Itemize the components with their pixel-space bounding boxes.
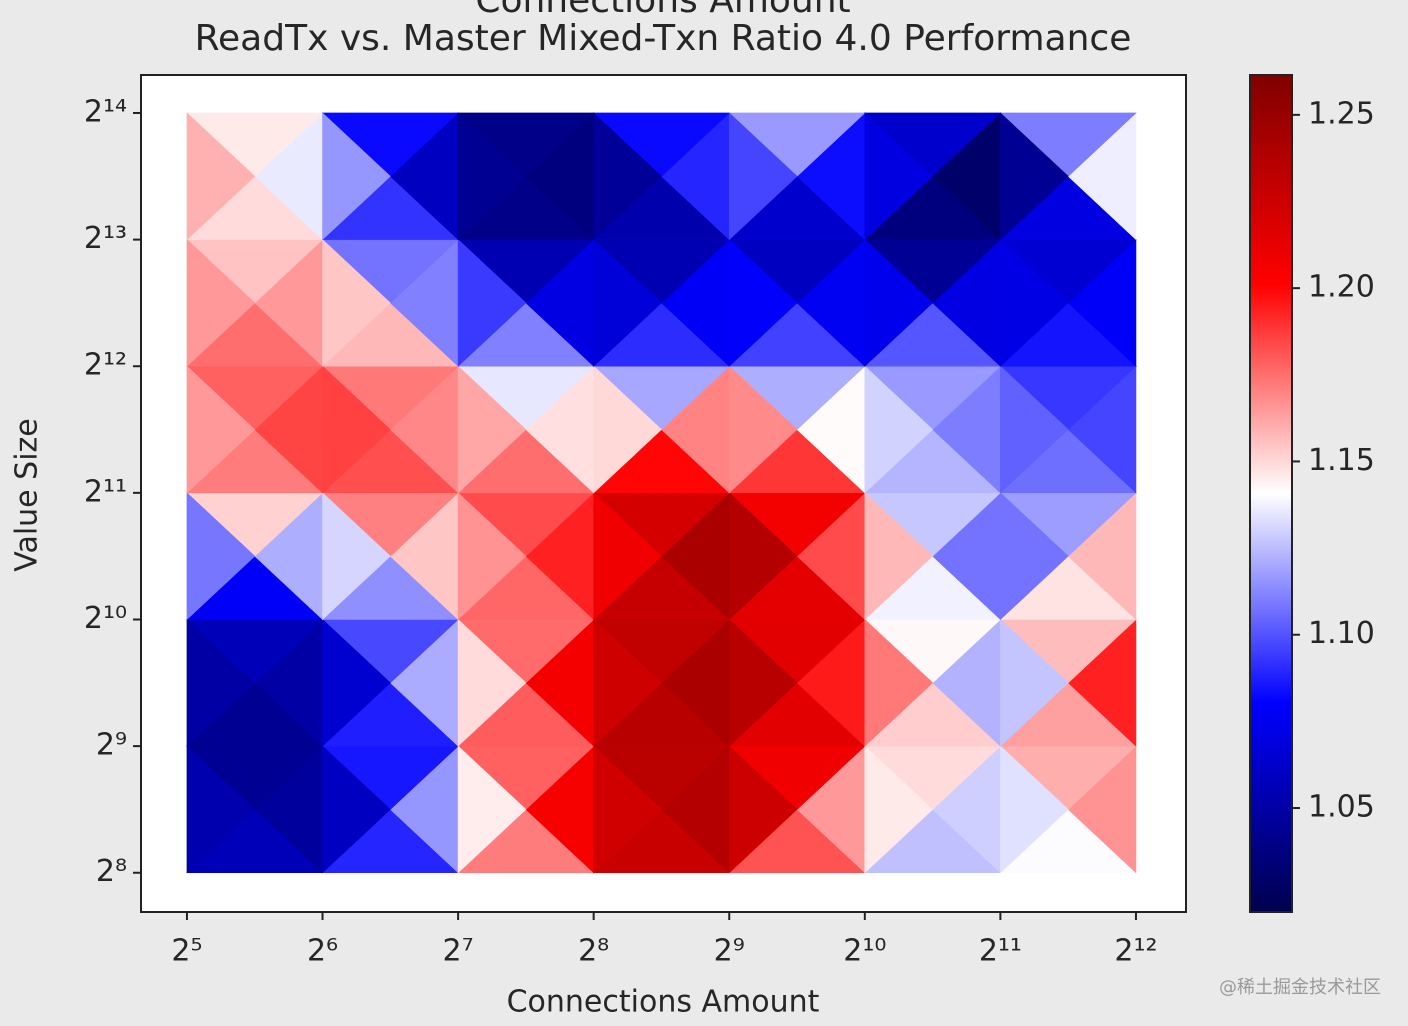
x-tick-label: 2¹² (1114, 934, 1157, 969)
mesh-triangle (728, 618, 798, 747)
y-tick-label: 2¹³ (84, 221, 127, 256)
y-tick-label: 2¹¹ (84, 474, 127, 509)
colorbar-tick-label: 1.15 (1308, 443, 1375, 478)
x-tick-label: 2⁸ (578, 934, 609, 969)
chart-title: ReadTx vs. Master Mixed-Txn Ratio 4.0 Pe… (195, 18, 1132, 59)
mesh-triangle (864, 365, 934, 494)
mesh (186, 112, 1137, 874)
mesh-triangle (864, 492, 934, 621)
x-tick-label: 2¹¹ (979, 934, 1022, 969)
mesh-triangle (864, 238, 934, 367)
mesh-triangle (322, 618, 391, 747)
mesh-triangle (864, 745, 934, 874)
mesh-triangle (186, 492, 256, 621)
colorbar (1249, 74, 1293, 913)
mesh-triangle (457, 618, 527, 747)
watermark: @稀土掘金技术社区 (1219, 977, 1381, 998)
mesh-triangle (728, 745, 798, 874)
mesh-triangle (1000, 238, 1069, 367)
x-tick-label: 2⁹ (714, 934, 745, 969)
mesh-triangle (186, 365, 256, 494)
x-tick-label: 2⁷ (443, 934, 474, 969)
mesh-triangle (186, 745, 256, 874)
y-tick-label: 2¹⁰ (84, 601, 127, 636)
mesh-triangle (322, 112, 391, 241)
mesh-triangle (593, 745, 662, 874)
y-tick-label: 2⁹ (96, 728, 127, 763)
colorbar-tick-label: 1.10 (1308, 616, 1375, 651)
mesh-triangle (593, 238, 662, 367)
mesh-triangle (728, 492, 798, 621)
mesh-triangle (593, 365, 662, 494)
mesh-triangle (864, 618, 934, 747)
mesh-triangle (1000, 365, 1069, 494)
mesh-triangle (1000, 745, 1069, 874)
mesh-triangle (1000, 618, 1069, 747)
x-tick-label: 2⁶ (307, 934, 338, 969)
mesh-triangle (457, 365, 527, 494)
y-tick-label: 2¹² (84, 348, 127, 383)
x-tick-label: 2⁵ (171, 934, 202, 969)
mesh-triangle (593, 112, 662, 241)
mesh-triangle (457, 745, 527, 874)
mesh-triangle (322, 238, 391, 367)
colorbar-tick-label: 1.25 (1308, 96, 1375, 131)
top-xlabel: Connections Amount (475, 0, 850, 21)
y-tick-label: 2⁸ (96, 854, 127, 889)
mesh-triangle (457, 112, 527, 241)
mesh-triangle (728, 238, 798, 367)
colorbar-tick-label: 1.05 (1308, 790, 1375, 825)
mesh-triangle (593, 618, 662, 747)
mesh-triangle (322, 365, 391, 494)
mesh-triangle (1000, 492, 1069, 621)
x-tick-label: 2¹⁰ (843, 934, 886, 969)
mesh-triangle (457, 238, 527, 367)
mesh-triangle (457, 492, 527, 621)
mesh-triangle (864, 112, 934, 241)
y-tick-label: 2¹⁴ (84, 94, 127, 129)
mesh-triangle (728, 112, 798, 241)
mesh-triangle (1000, 112, 1069, 241)
mesh-triangle (186, 618, 256, 747)
mesh-triangle (593, 492, 662, 621)
mesh-triangle (322, 492, 391, 621)
mesh-triangle (322, 745, 391, 874)
mesh-triangle (728, 365, 798, 494)
y-axis-label: Value Size (10, 418, 45, 572)
x-axis-label: Connections Amount (507, 985, 820, 1020)
mesh-triangle (186, 238, 256, 367)
colorbar-tick-label: 1.20 (1308, 270, 1375, 305)
mesh-triangle (186, 112, 256, 241)
